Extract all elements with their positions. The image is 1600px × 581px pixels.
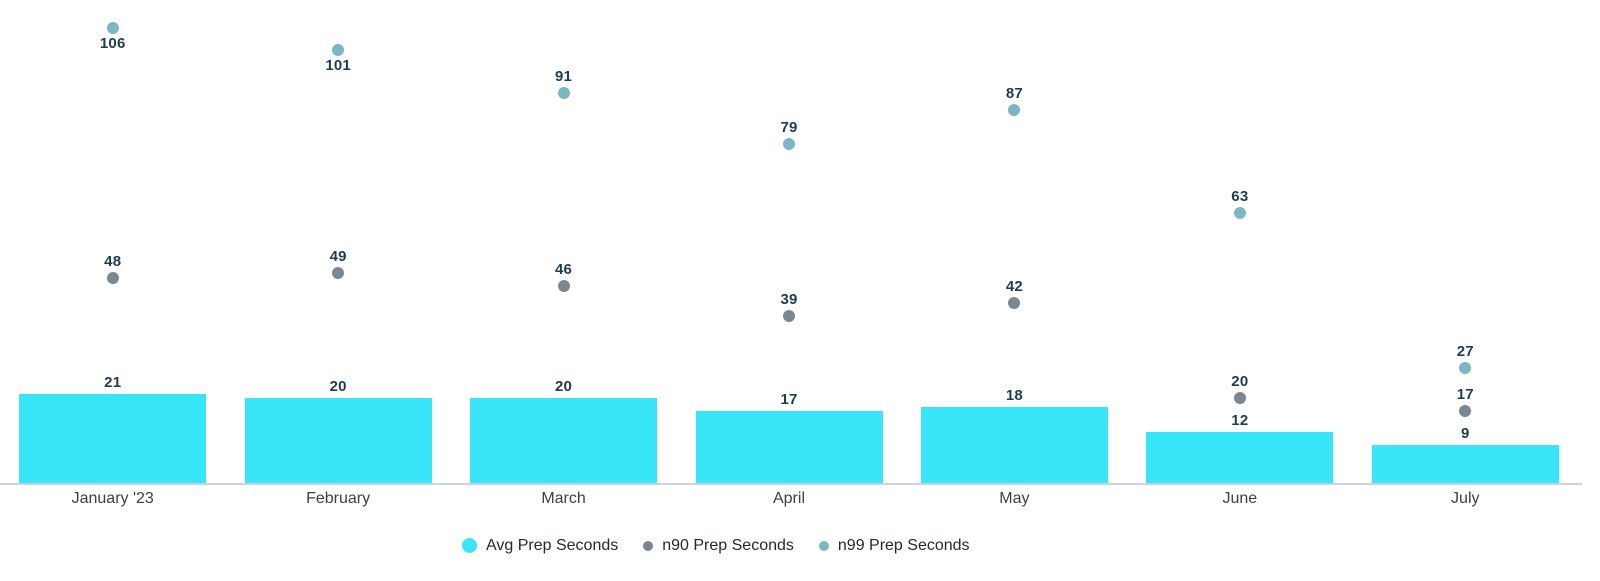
avg-prep-seconds-bar-july[interactable]	[1371, 445, 1559, 484]
n99-prep-seconds-dot-july[interactable]	[1459, 361, 1472, 374]
n90-value-label: 17	[1456, 385, 1474, 403]
avg-bar-value-label: 12	[1231, 412, 1249, 430]
n90-value-label: 20	[1231, 373, 1249, 390]
n90-prep-seconds-dot-july[interactable]	[1459, 404, 1472, 417]
n99-prep-seconds-dot-january-23[interactable]	[106, 22, 119, 35]
avg-bar-value-label: 18	[1005, 386, 1023, 404]
n90-value-label: 48	[104, 252, 122, 270]
n90-prep-seconds-dot-june[interactable]	[1233, 392, 1246, 404]
x-axis-label-february: February	[306, 490, 371, 507]
n90-prep-seconds-dot-january-23[interactable]	[106, 271, 119, 284]
n90-value-label: 46	[555, 261, 573, 279]
x-axis-label-june: June	[1222, 490, 1258, 507]
avg-prep-seconds-bar-may[interactable]	[920, 406, 1108, 484]
avg-bar-value-label: 9	[1461, 425, 1470, 443]
n99-value-label: 63	[1231, 188, 1249, 206]
avg-prep-seconds-bar-june[interactable]	[1146, 432, 1334, 484]
n90-value-label: 49	[329, 248, 347, 266]
avg-prep-seconds-bar-january-23[interactable]	[19, 393, 207, 484]
avg-prep-seconds-bar-february[interactable]	[244, 398, 432, 484]
legend-swatch-icon	[643, 540, 654, 551]
avg-prep-seconds-bar-april[interactable]	[695, 410, 883, 484]
n99-prep-seconds-dot-june[interactable]	[1233, 207, 1246, 220]
legend-item-avg-prep-seconds[interactable]: Avg Prep Seconds	[462, 535, 618, 556]
x-axis-label-january-23: January '23	[71, 490, 154, 507]
n99-prep-seconds-dot-april[interactable]	[783, 138, 795, 151]
n90-prep-seconds-dot-march[interactable]	[557, 280, 570, 293]
legend-swatch-icon	[818, 540, 829, 551]
legend-item-n90-prep-seconds[interactable]: n90 Prep Seconds	[643, 535, 794, 556]
n99-value-label: 79	[780, 119, 798, 137]
x-axis-labels: January '23 February March April May June July	[0, 488, 1578, 510]
legend-label: n99 Prep Seconds	[837, 537, 970, 554]
avg-bar-value-label: 20	[555, 378, 573, 395]
x-axis-label-may: May	[999, 490, 1030, 507]
n90-value-label: 39	[780, 291, 798, 309]
n99-value-label: 106	[99, 35, 126, 53]
n99-prep-seconds-dot-march[interactable]	[557, 86, 570, 99]
n90-prep-seconds-dot-april[interactable]	[783, 310, 795, 323]
avg-bar-value-label: 20	[329, 378, 347, 395]
n99-value-label: 87	[1005, 84, 1023, 102]
n99-prep-seconds-dot-february[interactable]	[332, 43, 345, 56]
n99-value-label: 27	[1456, 342, 1474, 360]
avg-bar-value-label: 17	[780, 390, 798, 408]
legend-label: n90 Prep Seconds	[662, 537, 794, 554]
x-axis-label-july: July	[1451, 490, 1480, 507]
x-axis-label-march: March	[541, 490, 586, 507]
n90-value-label: 42	[1005, 278, 1023, 296]
plot-area: 21 48 106 20 49 101 20 46 91 17 39 79 18 42 87 12 20 63 9 1…	[19, 22, 1559, 484]
n99-prep-seconds-dot-may[interactable]	[1008, 103, 1021, 116]
x-axis-line	[0, 483, 1582, 485]
legend-label: Avg Prep Seconds	[486, 537, 619, 554]
legend: Avg Prep Seconds n90 Prep Seconds n99 Prep…	[462, 535, 970, 556]
n90-prep-seconds-dot-may[interactable]	[1008, 297, 1021, 310]
legend-swatch-icon	[462, 538, 477, 553]
n99-value-label: 101	[325, 56, 351, 74]
x-axis-label-april: April	[772, 490, 805, 507]
n99-value-label: 91	[555, 67, 573, 85]
legend-item-n99-prep-seconds[interactable]: n99 Prep Seconds	[818, 535, 970, 556]
avg-prep-seconds-bar-march[interactable]	[470, 398, 658, 484]
n90-prep-seconds-dot-february[interactable]	[332, 267, 345, 280]
avg-bar-value-label: 21	[104, 373, 122, 391]
